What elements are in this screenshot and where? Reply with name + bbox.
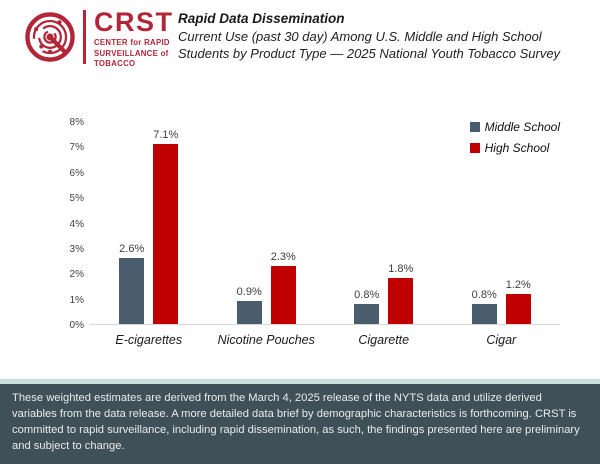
legend-swatch-icon (469, 122, 480, 132)
bar-value-label: 1.8% (388, 263, 414, 276)
y-axis-tick: 7% (69, 142, 84, 154)
bar-middle-school (354, 303, 380, 324)
bar-column: 0.8% (354, 289, 379, 324)
bar-middle-school (236, 301, 262, 324)
bar-column: 1.2% (506, 279, 531, 324)
bar-value-label: 7.1% (153, 128, 179, 141)
logo-divider (83, 10, 86, 64)
y-axis-tick: 0% (69, 320, 84, 331)
bar-column: 2.3% (271, 251, 296, 324)
legend-item: High School (469, 141, 560, 155)
bar-value-label: 2.6% (119, 243, 145, 256)
bar-high-school (388, 278, 414, 324)
bar-group: 0.8% 1.8% Cigarette (354, 263, 413, 347)
bar-column: 2.6% (119, 243, 144, 324)
y-axis-tick: 4% (69, 218, 84, 230)
y-axis-tick: 5% (69, 193, 84, 205)
page-subtitle-line-1: Current Use (past 30 day) Among U.S. Mid… (178, 28, 542, 44)
bar-column: 7.1% (153, 129, 178, 324)
footer-accent-bar (0, 379, 600, 384)
bar-group: 0.8% 1.2% Cigar (472, 279, 531, 347)
bar-high-school (153, 143, 179, 324)
bar-high-school (270, 265, 296, 324)
bar-group: 2.6% 7.1% E-cigarettes (115, 129, 182, 347)
footer: These weighted estimates are derived fro… (0, 379, 600, 464)
y-axis-tick: 6% (69, 167, 84, 179)
bar-value-label: 1.2% (505, 278, 531, 291)
y-axis: 8% 7% 6% 5% 4% 3% 2% 1% 0% (58, 118, 84, 331)
legend-label: High School (484, 141, 550, 155)
crst-radar-logo-icon (25, 12, 75, 62)
bar-value-label: 0.9% (236, 286, 262, 299)
category-label: Cigar (486, 333, 517, 347)
legend-item: Middle School (469, 120, 560, 134)
bar-group: 0.9% 2.3% Nicotine Pouches (218, 251, 315, 347)
logo-text: CRST CENTER for RAPID SURVEILLANCE of TO… (94, 9, 174, 70)
bar-high-school (505, 293, 531, 324)
bar-middle-school (471, 303, 497, 324)
legend-label: Middle School (484, 120, 560, 134)
y-axis-tick: 8% (69, 117, 84, 128)
legend-swatch-icon (469, 143, 480, 153)
bar-value-label: 0.8% (471, 288, 497, 301)
bar-chart: 8% 7% 6% 5% 4% 3% 2% 1% 0% 2.6% 7.1% E-cigarettes 0… (0, 112, 600, 362)
chart-legend: Middle School High School (469, 120, 560, 155)
y-axis-tick: 2% (69, 269, 84, 281)
bar-value-label: 2.3% (270, 250, 296, 263)
bar-column: 0.8% (472, 289, 497, 324)
bar-column: 0.9% (237, 286, 262, 324)
category-label: Nicotine Pouches (217, 333, 315, 347)
logo-acronym: CRST (94, 7, 174, 37)
category-label: E-cigarettes (115, 333, 183, 347)
logo-subline-3: TOBACCO (94, 59, 136, 69)
footer-note: These weighted estimates are derived fro… (0, 384, 600, 464)
page-subtitle-line-2: Students by Product Type — 2025 National… (178, 46, 561, 62)
title-block: Rapid Data Dissemination Current Use (pa… (178, 10, 590, 63)
category-label: Cigarette (358, 333, 410, 347)
bar-middle-school (119, 258, 145, 324)
y-axis-tick: 1% (69, 294, 84, 306)
y-axis-tick: 3% (69, 243, 84, 255)
page-title: Rapid Data Dissemination (178, 11, 345, 26)
logo-subline-2: SURVEILLANCE of (94, 48, 169, 58)
chart-plot: 2.6% 7.1% E-cigarettes 0.9% 2.3% Nicotine Pou… (90, 122, 560, 347)
bar-column: 1.8% (388, 263, 413, 324)
header: CRST CENTER for RAPID SURVEILLANCE of TO… (24, 9, 174, 70)
logo-subline-1: CENTER for RAPID (94, 38, 170, 47)
bar-value-label: 0.8% (354, 288, 380, 301)
